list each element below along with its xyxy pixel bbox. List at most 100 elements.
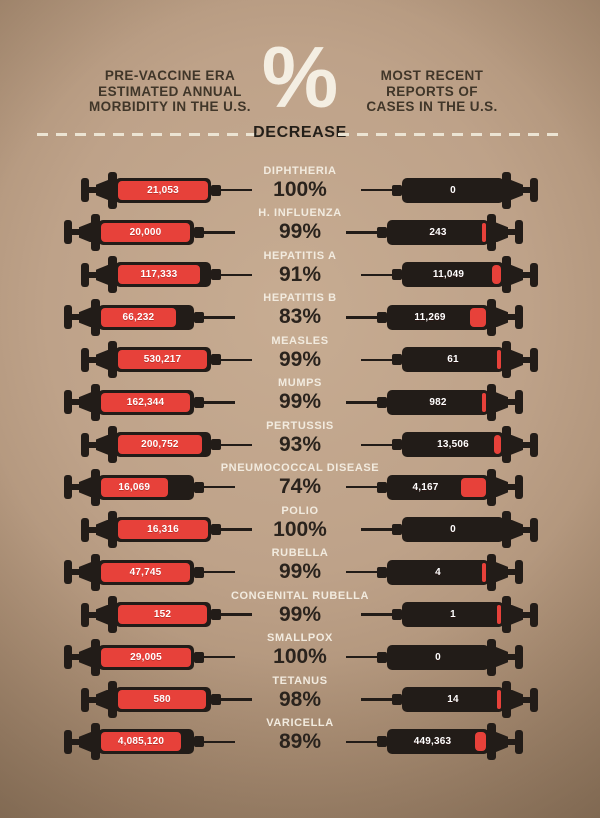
disease-label: CONGENITAL RUBELLA 99% bbox=[150, 590, 450, 625]
decrease-percent: 100% bbox=[273, 517, 327, 541]
plunger-handle bbox=[64, 390, 72, 415]
disease-name: HEPATITIS B bbox=[263, 292, 337, 305]
pre-vaccine-count: 29,005 bbox=[130, 651, 162, 663]
pre-vaccine-count: 20,000 bbox=[129, 226, 162, 238]
decrease-percent: 99% bbox=[278, 602, 322, 626]
syringe-flange bbox=[108, 256, 117, 294]
plunger-rod bbox=[523, 526, 530, 533]
morbidity-fill: 4,085,120 bbox=[101, 732, 182, 752]
recent-cases-syringe: 4,167 bbox=[346, 466, 523, 508]
plunger-seal bbox=[96, 604, 108, 625]
syringe-nozzle bbox=[194, 226, 204, 238]
disease-label: VARICELLA 89% bbox=[150, 717, 450, 752]
syringe-flange bbox=[487, 213, 496, 251]
dashed-divider-left bbox=[37, 133, 262, 136]
pre-vaccine-count: 117,333 bbox=[140, 269, 178, 281]
disease-name: MEASLES bbox=[271, 334, 329, 347]
decrease-percent: 89% bbox=[278, 729, 322, 753]
syringe-barrel: 61 bbox=[402, 347, 504, 373]
syringe-needle bbox=[204, 316, 235, 319]
plunger-handle bbox=[515, 475, 523, 500]
syringe-nozzle bbox=[377, 226, 387, 238]
decrease-percent: 93% bbox=[278, 432, 322, 456]
syringe-nozzle bbox=[377, 481, 387, 493]
disease-name: MUMPS bbox=[278, 377, 322, 390]
plunger-handle bbox=[64, 729, 72, 754]
syringe-barrel: 13,506 bbox=[402, 432, 504, 458]
pre-vaccine-syringe: 530,217 bbox=[81, 339, 252, 381]
syringe-needle bbox=[204, 570, 235, 574]
recent-cases-syringe: 11,049 bbox=[361, 254, 538, 296]
pre-vaccine-count: 16,069 bbox=[118, 481, 151, 493]
plunger-seal bbox=[96, 519, 108, 540]
syringe-needle bbox=[346, 570, 377, 574]
recent-cases-syringe: 243 bbox=[346, 211, 523, 253]
syringe-nozzle bbox=[211, 354, 221, 366]
syringe-barrel: 4,167 bbox=[387, 474, 489, 500]
syringe-flange bbox=[91, 638, 100, 676]
plunger-handle bbox=[81, 262, 89, 287]
disease-name: PNEUMOCOCCAL DISEASE bbox=[220, 462, 380, 475]
plunger-handle bbox=[81, 178, 89, 202]
decrease-percent: 100% bbox=[273, 178, 327, 201]
syringe-barrel: 0 bbox=[387, 644, 489, 670]
plunger-seal bbox=[96, 434, 108, 455]
syringe-needle bbox=[346, 740, 377, 744]
plunger-seal bbox=[79, 392, 91, 413]
disease-name: SMALLPOX bbox=[267, 632, 333, 645]
plunger-rod bbox=[72, 314, 79, 321]
disease-name: HEPATITIS A bbox=[263, 249, 337, 262]
disease-label: HEPATITIS A 91% bbox=[150, 250, 450, 285]
syringe-barrel: 11,269 bbox=[387, 304, 489, 330]
recent-cases-syringe: 13,506 bbox=[361, 424, 538, 466]
plunger-rod bbox=[89, 611, 96, 618]
disease-row: 117,333 HEPATITIS A 91% 11,049 bbox=[0, 250, 600, 296]
plunger-rod bbox=[523, 187, 530, 193]
syringe-needle bbox=[346, 655, 377, 659]
disease-row: 162,344 MUMPS 99% 982 bbox=[0, 377, 600, 423]
morbidity-fill: 21,053 bbox=[118, 180, 208, 200]
disease-label: TETANUS 98% bbox=[150, 675, 450, 710]
plunger-rod bbox=[89, 526, 96, 533]
recent-cases-syringe: 1 bbox=[361, 594, 538, 636]
disease-row: 21,053 DIPHTHERIA 100% 0 bbox=[0, 165, 600, 211]
syringe-flange bbox=[502, 596, 511, 634]
pre-vaccine-syringe: 117,333 bbox=[81, 254, 252, 296]
disease-label: SMALLPOX 100% bbox=[150, 632, 450, 667]
pre-vaccine-count: 47,745 bbox=[129, 566, 162, 578]
plunger-handle bbox=[530, 602, 538, 627]
plunger-rod bbox=[508, 314, 515, 321]
syringe-flange bbox=[91, 298, 100, 336]
disease-label: MUMPS 99% bbox=[150, 377, 450, 412]
syringe-nozzle bbox=[377, 311, 387, 323]
plunger-rod bbox=[89, 271, 96, 278]
syringe-needle bbox=[221, 528, 252, 531]
syringe-nozzle bbox=[392, 439, 402, 451]
morbidity-fill: 530,217 bbox=[118, 350, 208, 370]
plunger-seal bbox=[96, 264, 108, 285]
plunger-handle bbox=[515, 729, 523, 754]
syringe-needle bbox=[346, 316, 377, 319]
syringe-flange bbox=[502, 171, 511, 209]
plunger-seal bbox=[496, 562, 508, 583]
recent-cases-count: 14 bbox=[447, 694, 459, 706]
disease-label: RUBELLA 99% bbox=[150, 547, 450, 582]
plunger-handle bbox=[515, 220, 523, 245]
disease-label: POLIO 100% bbox=[150, 505, 450, 540]
plunger-handle bbox=[64, 560, 72, 585]
plunger-seal bbox=[496, 307, 508, 328]
plunger-rod bbox=[72, 569, 79, 576]
plunger-handle bbox=[81, 432, 89, 457]
syringe-needle bbox=[221, 188, 252, 192]
syringe-nozzle bbox=[194, 396, 204, 408]
plunger-rod bbox=[72, 229, 79, 236]
syringe-nozzle bbox=[377, 736, 387, 748]
syringe-nozzle bbox=[194, 311, 204, 323]
syringe-barrel: 580 bbox=[115, 687, 211, 713]
syringe-flange bbox=[91, 383, 100, 421]
plunger-seal bbox=[96, 349, 108, 370]
plunger-seal bbox=[496, 731, 508, 752]
plunger-rod bbox=[508, 738, 515, 745]
right-column-header: MOST RECENT REPORTS OF CASES IN THE U.S. bbox=[366, 68, 498, 114]
